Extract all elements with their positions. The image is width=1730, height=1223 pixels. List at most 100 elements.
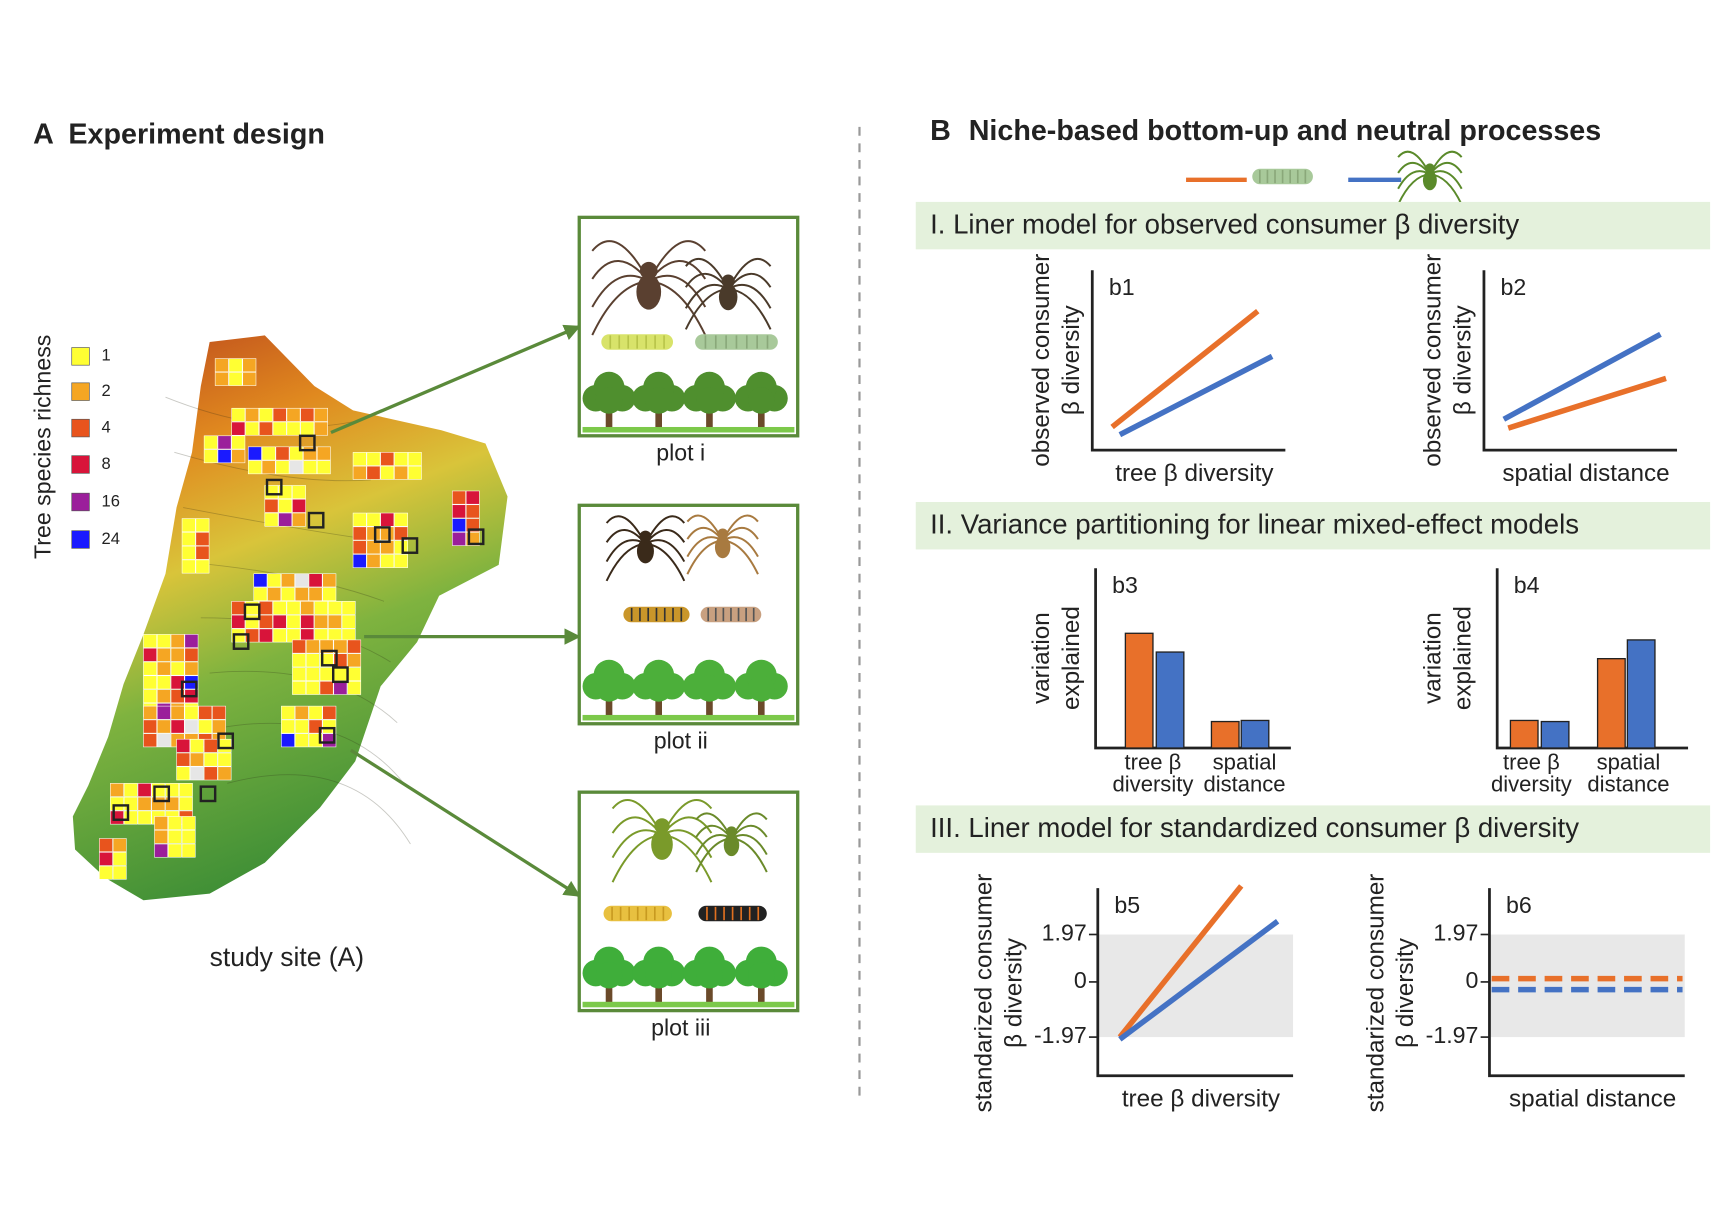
- spider-body: [1422, 170, 1437, 191]
- map-cell: [366, 512, 381, 527]
- plot-label: plot ii: [654, 728, 708, 754]
- map-cell: [278, 498, 293, 513]
- map-cell: [203, 766, 218, 781]
- grass: [582, 1001, 795, 1008]
- x-axis-label: spatial distance: [1502, 460, 1669, 487]
- map-cell: [319, 681, 334, 695]
- map-cell: [231, 407, 246, 422]
- tree-trunk: [655, 695, 662, 720]
- panel-label: A: [33, 118, 54, 150]
- map-cell: [137, 810, 152, 825]
- map-cell: [300, 421, 315, 436]
- subplot-label: b5: [1114, 892, 1140, 918]
- map-cell: [165, 796, 180, 811]
- map-cell: [112, 865, 127, 880]
- y-axis-label: standarized consumer: [1362, 874, 1389, 1113]
- map-cell: [452, 490, 466, 505]
- y-axis-label: β diversity: [1449, 305, 1476, 416]
- contour: [227, 774, 411, 845]
- y-axis-label: variation: [1028, 612, 1055, 704]
- trend-line: [1110, 308, 1260, 430]
- spider-body: [718, 283, 738, 311]
- map-cell: [214, 372, 229, 386]
- contour: [174, 451, 371, 482]
- map-cell: [452, 504, 466, 519]
- map-cell: [294, 587, 309, 602]
- plot-label: plot i: [656, 440, 705, 466]
- spider-head: [717, 528, 729, 540]
- map-cell: [465, 490, 480, 505]
- map-cell: [203, 435, 218, 450]
- map-cell: [190, 766, 204, 781]
- map-cell: [281, 719, 295, 734]
- bar: [1124, 632, 1154, 749]
- bar: [1155, 651, 1185, 749]
- spider-head: [639, 261, 658, 280]
- map-cell: [294, 573, 309, 588]
- map-cell: [259, 628, 273, 643]
- legend-title: Tree species richness: [29, 335, 55, 559]
- panel-title: Niche-based bottom-up and neutral proces…: [969, 115, 1601, 147]
- category-label: distance: [1587, 771, 1669, 796]
- legend-label: 1: [102, 346, 111, 365]
- tree-trunk: [757, 695, 765, 720]
- map-cell: [137, 783, 152, 797]
- x-axis-label: spatial distance: [1509, 1085, 1676, 1112]
- map-cell: [184, 634, 199, 648]
- map-cell: [380, 452, 395, 466]
- map-cell: [154, 843, 168, 858]
- highlight-cell: [401, 537, 419, 554]
- tree-crown: [748, 387, 775, 414]
- tree-crown: [696, 675, 723, 702]
- map-cell: [259, 421, 273, 436]
- category-label: tree β: [1125, 749, 1182, 774]
- map-cell: [190, 738, 204, 753]
- spider-body: [636, 539, 654, 564]
- subplot-label: b6: [1506, 892, 1532, 918]
- map-cell: [242, 372, 257, 386]
- map-cell: [275, 460, 290, 475]
- map-cell: [99, 852, 113, 866]
- map-cell: [308, 587, 323, 602]
- legend-label: 4: [102, 417, 111, 436]
- legend-label: 2: [102, 381, 111, 400]
- tree-trunk: [605, 981, 613, 1007]
- map-cell: [203, 752, 218, 767]
- map-cell: [143, 705, 157, 720]
- map-cell: [305, 653, 320, 668]
- trend-line: [1502, 331, 1662, 422]
- map-cell: [123, 810, 138, 825]
- map-cell: [156, 647, 171, 662]
- map-cell: [366, 554, 381, 568]
- map-cell: [316, 446, 331, 461]
- map-cell: [264, 498, 279, 513]
- highlight-cell: [153, 785, 171, 803]
- legend-label: 16: [102, 491, 120, 510]
- tree-trunk: [605, 695, 613, 720]
- map-cell: [231, 435, 246, 450]
- subplot-label: b4: [1514, 572, 1540, 598]
- grass: [582, 714, 795, 721]
- highlight-cell: [199, 785, 217, 803]
- map-cell: [465, 504, 480, 519]
- y-axis-label: explained: [1058, 606, 1085, 710]
- map-cell: [217, 766, 232, 781]
- legend-swatch: [71, 530, 90, 549]
- map-cell: [264, 512, 279, 527]
- map-cell: [341, 601, 356, 615]
- map-cell: [99, 838, 113, 853]
- map-cell: [181, 532, 196, 546]
- section-band: [915, 501, 1711, 550]
- map-cell: [272, 614, 287, 629]
- tree-trunk: [706, 695, 713, 720]
- map-cell: [228, 372, 243, 386]
- map-cell: [110, 796, 124, 811]
- legend-swatch: [71, 347, 90, 366]
- highlight-cell: [243, 603, 261, 621]
- map-cell: [259, 407, 273, 422]
- map-cell: [212, 719, 226, 734]
- y-axis-label: observed consumer: [1420, 254, 1447, 467]
- map-cell: [99, 865, 113, 880]
- axes: [1482, 270, 1678, 452]
- map-cell: [212, 705, 226, 720]
